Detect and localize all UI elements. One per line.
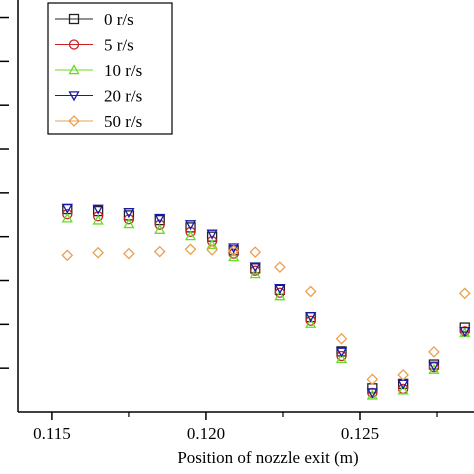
data-point [305,317,317,328]
data-point [184,243,197,256]
legend-marker [68,115,80,127]
legend-label: 5 r/s [104,36,134,55]
legend-marker [68,13,80,25]
data-point [92,211,104,222]
legend-marker [68,91,80,102]
data-point [206,244,218,256]
data-point [228,251,240,262]
data-point [249,246,262,259]
data-point [274,284,286,295]
data-point [184,230,197,241]
legend-label: 0 r/s [104,10,134,29]
data-point [366,373,379,386]
data-point [61,249,74,262]
data-point [153,245,166,258]
data-point [123,214,135,225]
data-points [61,203,471,400]
data-point [397,384,409,395]
data-point [154,213,166,224]
series-50-r-s [61,243,471,386]
data-point [304,285,317,298]
data-point [335,332,348,345]
data-point [227,244,240,257]
data-point [336,350,347,362]
data-point [459,326,471,338]
legend-marker [68,39,80,50]
x-axis-label: Position of nozzle exit (m) [177,448,358,467]
series-10-r-s [61,212,471,400]
data-point [366,389,378,400]
legend: 0 r/s 5 r/s 10 r/s 20 r/s 50 r/s [47,2,173,135]
data-point [123,208,135,219]
data-point [249,268,261,279]
data-point [185,226,196,238]
data-point [92,246,104,259]
data-point [397,369,410,381]
data-point [184,220,197,231]
legend-label: 10 r/s [104,61,142,80]
data-point [366,388,378,399]
series-5-r-s [62,209,470,399]
data-point [228,248,239,259]
legend-marker [68,64,80,75]
data-point [249,262,261,273]
data-point [274,261,286,273]
data-point [305,312,317,323]
data-point [428,345,440,358]
data-point [274,290,286,301]
data-point [154,223,166,234]
data-point [274,287,286,298]
x-tick-label: 0.125 [341,424,379,443]
data-point [335,347,348,358]
data-point [62,209,73,220]
data-point [123,247,135,260]
x-tick-label: 0.120 [187,424,225,443]
data-point [274,284,286,295]
legend-box [47,2,173,135]
data-point [92,204,104,215]
series-0-r-s [62,203,470,394]
data-point [428,363,440,374]
data-point [458,287,471,300]
data-point [154,219,165,230]
data-point [123,218,135,229]
data-point [92,214,104,225]
data-point [250,265,261,276]
data-point [305,315,316,326]
data-point [335,352,348,364]
series-20-r-s [61,203,471,399]
legend-label: 20 r/s [104,87,142,106]
data-point [428,361,440,372]
data-point [61,203,73,214]
data-point [206,229,218,240]
legend-label: 50 r/s [104,112,142,131]
x-tick-label: 0.115 [33,424,71,443]
data-point [61,212,73,223]
data-point [206,238,218,250]
